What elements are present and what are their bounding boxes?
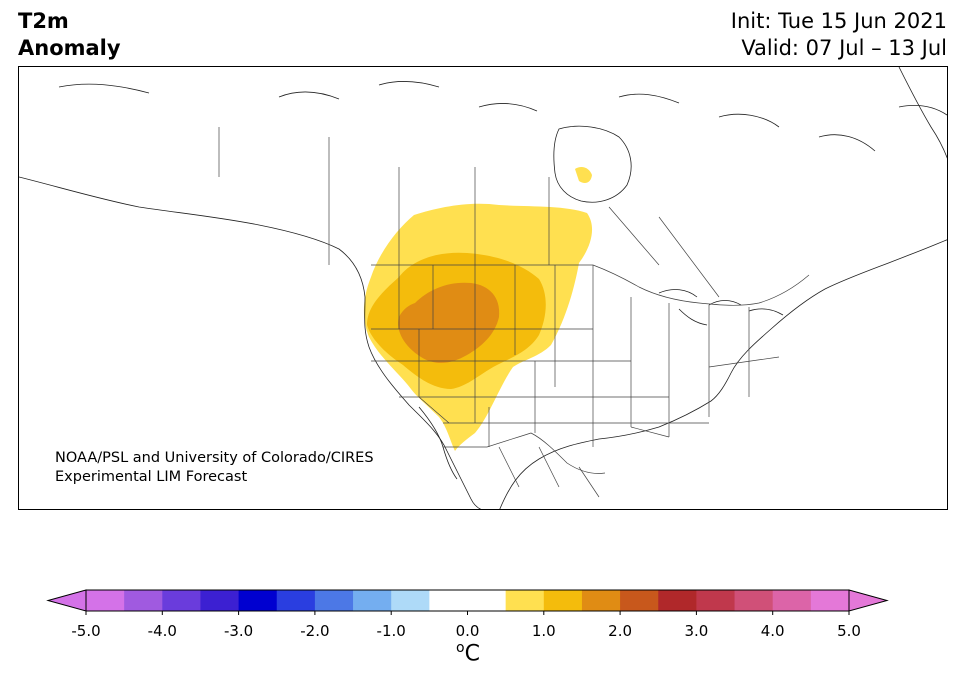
anomaly-region-1-5-to-2 [398,282,500,363]
colorbar-tick-label: -4.0 [147,622,177,640]
gulf-coastline [499,372,732,509]
coastline-layer [19,67,947,509]
colorbar-tick-label: 1.0 [531,622,556,640]
colorbar-swatch [543,590,583,611]
colorbar-swatch [314,590,354,611]
anomaly-fill [363,167,593,451]
colorbar-swatch [276,590,316,611]
colorbar-swatch [391,590,430,611]
arctic-islands [58,81,947,152]
colorbar-unit: oC [456,640,480,666]
borders-layer [218,127,810,498]
colorbar-tick-label: -1.0 [376,622,406,640]
credit-line-1: NOAA/PSL and University of Colorado/CIRE… [55,450,374,466]
colorbar-swatch [772,590,812,611]
unit-letter: C [464,641,480,667]
colorbar-tick-label: 4.0 [760,622,785,640]
colorbar-tick-label: -5.0 [71,622,101,640]
colorbar-swatch [620,590,659,611]
state-lines [371,265,780,447]
colorbar-ticks [85,611,850,615]
great-lakes [658,289,784,326]
map-panel [18,66,948,510]
colorbar-tick-label: 5.0 [837,622,861,640]
greenland-edge [898,67,947,159]
atlantic-coastline [730,239,947,374]
title-line-1: T2m [18,9,69,33]
colorbar-swatch [810,590,850,611]
colorbar-tick-label: 0.0 [455,622,480,640]
colorbar-tick-label: -2.0 [300,622,330,640]
degree-symbol: o [456,640,465,656]
colorbar-swatch [429,590,507,611]
colorbar-tick-label: 3.0 [684,622,709,640]
colorbar-swatch [734,590,774,611]
colorbar-swatches [86,590,850,611]
hudson-bay-coastline [553,125,632,203]
colorbar-swatch [124,590,163,611]
anomaly-map [19,67,947,509]
mexico-state-lines [498,446,600,498]
colorbar-extend-low [46,589,87,612]
colorbar-swatch [696,590,736,611]
title-line-2: Anomaly [18,36,121,60]
us-mexico-border [443,432,606,474]
colorbar-swatch [86,590,125,611]
pacific-coastline [19,176,482,509]
colorbar-swatch [505,590,545,611]
colorbar-tick-label: -3.0 [223,622,254,640]
colorbar-swatch [162,590,201,611]
colorbar-swatch [353,590,392,611]
canada-us-border [371,264,810,306]
map-title: T2m Anomaly [18,8,121,62]
valid-range: Valid: 07 Jul – 13 Jul [741,36,947,60]
credit-text: NOAA/PSL and University of Colorado/CIRE… [55,449,374,487]
anomaly-region-small-north [575,167,592,183]
colorbar-swatch [658,590,697,611]
credit-line-2: Experimental LIM Forecast [55,469,248,485]
init-date: Init: Tue 15 Jun 2021 [730,9,947,33]
colorbar-swatch [238,590,278,611]
canada-province-lines [218,127,720,298]
forecast-dates: Init: Tue 15 Jun 2021 Valid: 07 Jul – 13… [731,8,947,62]
colorbar-swatch [581,590,621,611]
colorbar-extend-high [848,589,889,612]
colorbar-tick-label: 2.0 [608,622,633,640]
colorbar-swatch [200,590,240,611]
